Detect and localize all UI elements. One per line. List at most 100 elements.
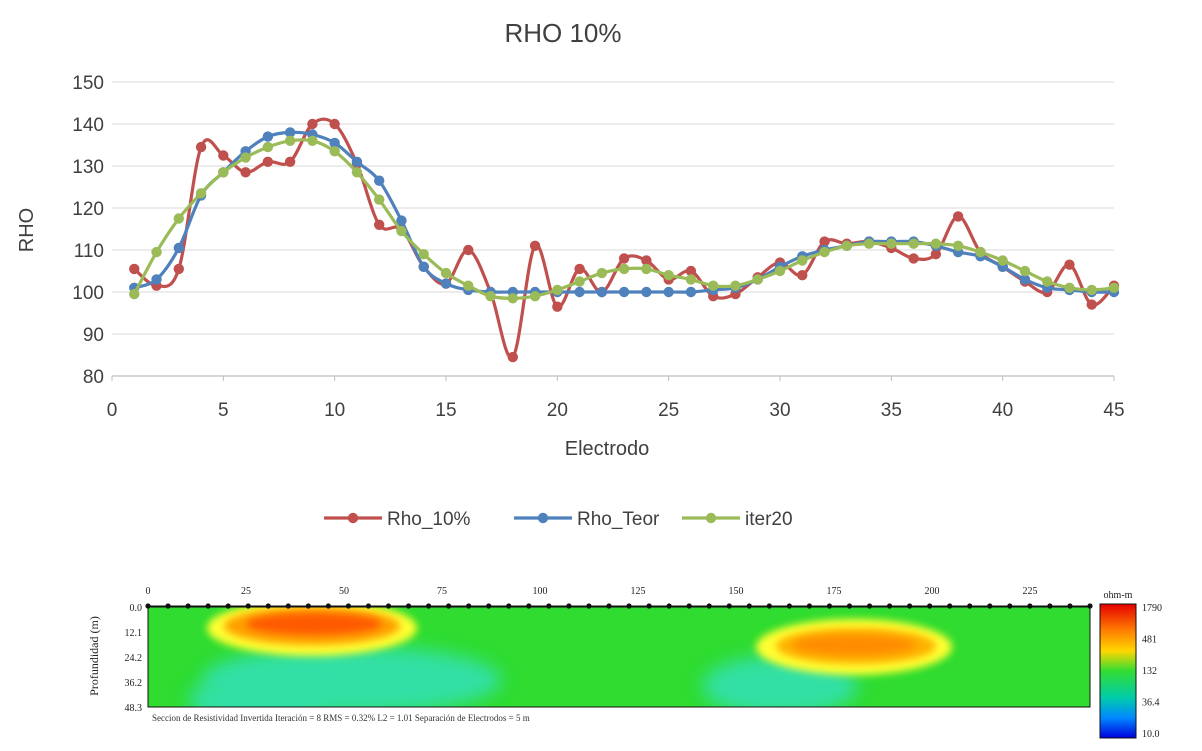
point-s0-23 [641,255,652,266]
y-tick-label-2: 100 [72,283,104,304]
point-s2-40 [1019,265,1031,277]
chart-legend: Rho_10% Rho_Teor iter20 [324,509,793,530]
color-scale-tick-4: 10.0 [1142,729,1160,740]
point-s2-29 [774,265,786,277]
point-s1-2 [173,242,184,254]
x-tick-label-2: 10 [324,400,345,421]
point-s1-14 [440,278,452,289]
point-s2-38 [975,246,986,258]
point-s2-14 [440,267,452,279]
point-s2-42 [1064,282,1075,293]
point-s1-40 [1019,274,1031,285]
point-s0-11 [374,219,385,230]
y-tick-label-5: 130 [72,157,104,178]
y-tick-label-0: 80 [83,367,104,388]
point-s2-34 [886,238,897,249]
point-s2-6 [262,141,274,153]
plot-grid [112,81,1114,335]
section-x-tick-5: 125 [631,586,646,597]
point-s0-43 [1086,299,1097,310]
point-s0-31 [819,236,830,247]
point-s0-6 [262,156,274,167]
point-s2-36 [930,238,942,249]
point-s2-35 [908,238,919,249]
x-tick-label-3: 15 [435,400,456,421]
plot-axes: 80 90 100 110 120 130 140 150 0 5 10 15 20 25 30 35 40 45 [72,73,1124,421]
point-s1-11 [374,175,385,186]
point-s0-2 [173,263,184,275]
section-x-tick-2: 50 [339,586,349,597]
anomaly-right-core [792,635,916,655]
point-s0-0 [129,263,140,275]
point-s0-35 [908,253,919,264]
y-tick-label-3: 110 [74,241,104,262]
point-s2-12 [396,225,407,237]
point-s2-20 [574,276,585,287]
section-depth-tick-0: 0.0 [130,603,143,614]
point-s2-19 [552,284,563,296]
point-s2-3 [195,188,207,199]
point-s2-25 [685,274,697,285]
point-s2-16 [485,291,496,302]
x-tick-label-6: 30 [769,400,790,421]
section-frame [147,606,1091,708]
section-ylabel: Profundidad (m) [87,616,101,696]
point-s2-39 [997,255,1008,266]
point-s1-21 [596,286,608,298]
section-depth-tick-2: 24.2 [125,653,143,664]
point-s2-18 [529,291,541,302]
section-x-tick-1: 25 [241,586,251,597]
chart-title: RHO 10% [504,18,621,48]
point-s2-33 [863,238,875,249]
point-s2-27 [730,280,741,291]
point-s2-2 [173,213,184,224]
point-s1-1 [151,274,162,285]
point-s1-24 [663,286,674,298]
point-s0-5 [240,167,251,178]
point-s0-30 [797,270,808,281]
point-s0-8 [307,118,318,130]
point-s0-22 [618,253,630,264]
x-tick-label-9: 45 [1103,400,1124,421]
section-depth-tick-4: 48.3 [125,703,143,714]
point-s0-19 [552,301,563,312]
point-s2-31 [819,246,830,258]
point-s2-41 [1042,276,1053,287]
point-s2-26 [708,280,719,291]
section-x-tick-9: 225 [1023,586,1038,597]
x-axis-label: Electrodo [565,438,650,460]
low-res-zone-left-b [188,676,328,707]
y-tick-label-4: 120 [72,199,104,220]
point-s2-13 [418,249,429,260]
x-tick-label-7: 35 [881,400,902,421]
y-tick-label-1: 90 [83,325,104,346]
point-s1-10 [351,156,363,167]
legend-label-2: iter20 [745,509,793,530]
y-axis-label: RHO [16,208,38,252]
point-s1-20 [574,286,585,298]
point-s0-36 [930,249,942,260]
point-s2-5 [240,152,251,163]
y-tick-label-6: 140 [72,115,104,136]
point-s0-37 [952,211,964,222]
section-x-tick-0: 0 [146,586,151,597]
point-s2-30 [797,255,808,266]
point-s1-22 [618,286,630,298]
section-image [148,607,1090,707]
point-s2-32 [841,240,852,251]
point-s0-15 [463,244,474,256]
color-scale-tick-1: 481 [1142,635,1157,646]
point-s1-13 [418,261,429,272]
point-s1-7 [284,127,296,138]
point-s2-15 [463,280,474,291]
section-x-tick-3: 75 [437,586,447,597]
point-s2-23 [641,263,652,275]
x-tick-label-1: 5 [218,400,229,421]
point-s2-44 [1108,282,1120,293]
point-s1-23 [641,286,652,298]
point-s1-25 [685,286,697,298]
point-s0-7 [284,156,296,167]
point-s2-24 [663,270,674,281]
resistivity-section: 0 25 50 75 100 125 150 175 200 225 0.0 12.1 24.2 36.2… [87,586,1162,740]
point-s2-11 [374,194,385,205]
